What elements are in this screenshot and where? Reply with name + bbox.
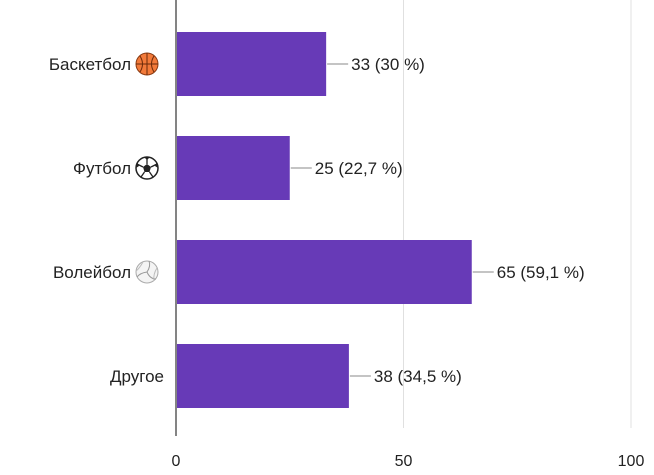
icon-part [136, 260, 157, 280]
data-label: 25 (22,7 %) [315, 159, 403, 178]
category-label: Баскетбол [49, 55, 131, 74]
grid-layer [403, 0, 632, 428]
category-label: Футбол [73, 159, 131, 178]
bar-layer [177, 32, 472, 408]
bar-0 [177, 32, 327, 96]
bar-1 [177, 136, 290, 200]
axis-layer: 0 50 100 [172, 0, 645, 470]
icon-part [143, 164, 151, 172]
x-tick-label: 0 [172, 453, 181, 470]
category-label: Другое [110, 367, 164, 386]
basketball-icon [135, 52, 159, 76]
data-label: 65 (59,1 %) [497, 263, 585, 282]
bar-3 [177, 344, 349, 408]
x-tick-label: 50 [395, 453, 413, 470]
x-tick-label: 100 [618, 453, 645, 470]
soccer-ball-icon [135, 156, 159, 180]
icon-part [139, 55, 143, 73]
icon-part [135, 261, 158, 282]
icon-part [136, 157, 158, 178]
bar-2 [177, 240, 472, 304]
volleyball-icon [135, 260, 159, 284]
icon-part [136, 157, 158, 168]
data-label: 33 (30 %) [351, 55, 425, 74]
label-layer: Баскетбол 33 (30 %) Футбол 25 (22,7 %) Волей… [49, 52, 585, 386]
data-label: 38 (34,5 %) [374, 367, 462, 386]
category-label: Волейбол [53, 263, 131, 282]
icon-part [151, 55, 155, 73]
